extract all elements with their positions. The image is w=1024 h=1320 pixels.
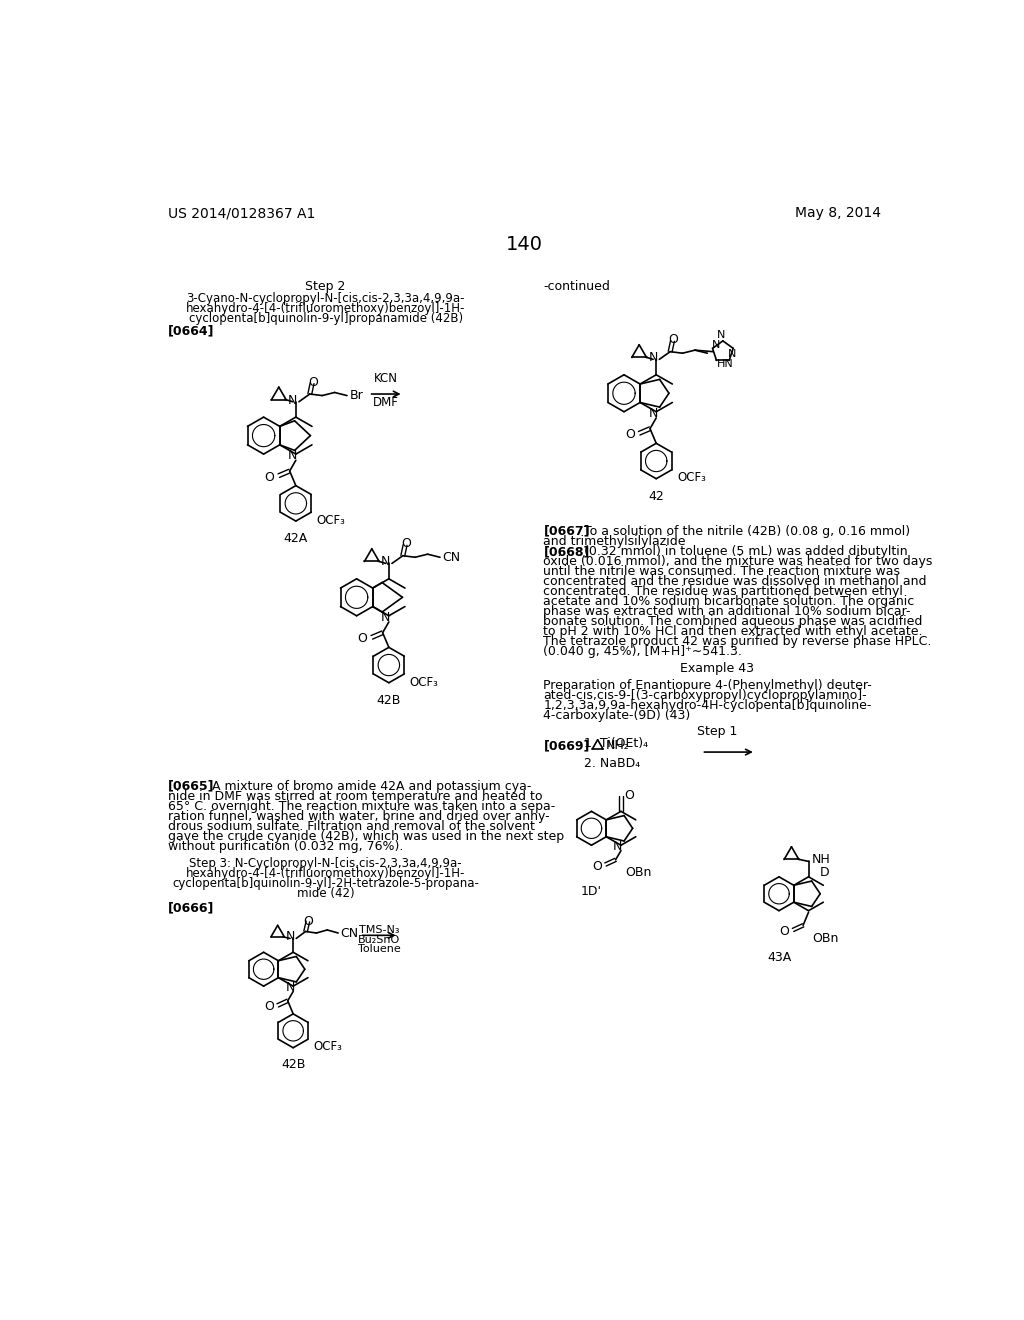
Text: NH₂: NH₂ bbox=[605, 739, 629, 752]
Text: Toluene: Toluene bbox=[357, 944, 400, 954]
Text: The tetrazole product 42 was purified by reverse phase HPLC.: The tetrazole product 42 was purified by… bbox=[544, 635, 932, 648]
Text: phase was extracted with an additional 10% sodium bicar-: phase was extracted with an additional 1… bbox=[544, 605, 911, 618]
Text: 42B: 42B bbox=[281, 1057, 305, 1071]
Text: gave the crude cyanide (42B), which was used in the next step: gave the crude cyanide (42B), which was … bbox=[168, 830, 564, 843]
Text: -continued: -continued bbox=[544, 280, 610, 293]
Text: O: O bbox=[308, 376, 317, 388]
Text: 42: 42 bbox=[648, 490, 665, 503]
Text: (0.040 g, 45%), [M+H]⁺∼541.3.: (0.040 g, 45%), [M+H]⁺∼541.3. bbox=[544, 645, 742, 659]
Text: OBn: OBn bbox=[625, 866, 651, 879]
Text: Step 3: N-Cyclopropyl-N-[cis,cis-2,3,3a,4,9,9a-: Step 3: N-Cyclopropyl-N-[cis,cis-2,3,3a,… bbox=[189, 857, 462, 870]
Text: Step 1: Step 1 bbox=[696, 725, 737, 738]
Text: 1D': 1D' bbox=[581, 886, 602, 899]
Text: O: O bbox=[779, 925, 790, 939]
Text: OCF₃: OCF₃ bbox=[410, 676, 438, 689]
Text: US 2014/0128367 A1: US 2014/0128367 A1 bbox=[168, 206, 315, 220]
Text: N: N bbox=[648, 351, 657, 364]
Text: oxide (0.016 mmol), and the mixture was heated for two days: oxide (0.016 mmol), and the mixture was … bbox=[544, 554, 933, 568]
Text: Example 43: Example 43 bbox=[680, 663, 754, 675]
Text: [0669]: [0669] bbox=[544, 739, 590, 752]
Text: OCF₃: OCF₃ bbox=[313, 1040, 342, 1053]
Text: TMS-N₃: TMS-N₃ bbox=[359, 925, 399, 936]
Text: O: O bbox=[592, 859, 602, 873]
Text: Step 2: Step 2 bbox=[305, 280, 346, 293]
Text: OCF₃: OCF₃ bbox=[316, 513, 346, 527]
Text: 65° C. overnight. The reaction mixture was taken into a sepa-: 65° C. overnight. The reaction mixture w… bbox=[168, 800, 556, 813]
Text: 3-Cyano-N-cyclopropyl-N-[cis,cis-2,3,3a,4,9,9a-: 3-Cyano-N-cyclopropyl-N-[cis,cis-2,3,3a,… bbox=[186, 293, 465, 305]
Text: ration funnel, washed with water, brine and dried over anhy-: ration funnel, washed with water, brine … bbox=[168, 810, 550, 822]
Text: acetate and 10% sodium bicarbonate solution. The organic: acetate and 10% sodium bicarbonate solut… bbox=[544, 595, 914, 609]
Text: (0.32 mmol) in toluene (5 mL) was added dibutyltin: (0.32 mmol) in toluene (5 mL) was added … bbox=[585, 545, 908, 558]
Text: 2. NaBD₄: 2. NaBD₄ bbox=[585, 756, 641, 770]
Text: O: O bbox=[304, 915, 313, 928]
Text: 140: 140 bbox=[506, 235, 544, 255]
Text: 1,2,3,3a,9,9a-hexahydro-4H-cyclopenta[b]quinoline-: 1,2,3,3a,9,9a-hexahydro-4H-cyclopenta[b]… bbox=[544, 700, 871, 711]
Text: nide in DMF was stirred at room temperature and heated to: nide in DMF was stirred at room temperat… bbox=[168, 789, 543, 803]
Text: N: N bbox=[288, 393, 297, 407]
Text: 1. Ti(OEt)₄: 1. Ti(OEt)₄ bbox=[585, 737, 648, 750]
Text: O: O bbox=[625, 428, 635, 441]
Text: until the nitrile was consumed. The reaction mixture was: until the nitrile was consumed. The reac… bbox=[544, 565, 900, 578]
Text: May 8, 2014: May 8, 2014 bbox=[796, 206, 882, 220]
Text: N: N bbox=[286, 931, 295, 944]
Text: O: O bbox=[624, 789, 634, 803]
Text: OCF₃: OCF₃ bbox=[677, 471, 706, 484]
Text: N: N bbox=[648, 407, 657, 420]
Text: 42A: 42A bbox=[284, 532, 308, 545]
Text: and trimethylsilylazide: and trimethylsilylazide bbox=[544, 535, 686, 548]
Text: 43A: 43A bbox=[767, 950, 792, 964]
Text: HN: HN bbox=[717, 359, 734, 370]
Text: without purification (0.032 mg, 76%).: without purification (0.032 mg, 76%). bbox=[168, 840, 403, 853]
Text: 42B: 42B bbox=[377, 693, 401, 706]
Text: CN: CN bbox=[442, 550, 461, 564]
Text: mide (42): mide (42) bbox=[297, 887, 354, 900]
Text: KCN: KCN bbox=[374, 372, 398, 385]
Text: N: N bbox=[727, 350, 736, 359]
Text: [0667]: [0667] bbox=[544, 525, 590, 539]
Text: Br: Br bbox=[349, 389, 364, 403]
Text: N: N bbox=[288, 449, 297, 462]
Text: NH: NH bbox=[812, 853, 830, 866]
Text: bonate solution. The combined aqueous phase was acidified: bonate solution. The combined aqueous ph… bbox=[544, 615, 923, 628]
Text: D: D bbox=[820, 866, 829, 879]
Text: Preparation of Enantiopure 4-(Phenylmethyl) deuter-: Preparation of Enantiopure 4-(Phenylmeth… bbox=[544, 678, 872, 692]
Text: cyclopenta[b]quinolin-9-yl]-2H-tetrazole-5-propana-: cyclopenta[b]quinolin-9-yl]-2H-tetrazole… bbox=[172, 876, 479, 890]
Text: [0665]: [0665] bbox=[168, 780, 215, 793]
Text: 4-carboxylate-(9D) (43): 4-carboxylate-(9D) (43) bbox=[544, 709, 690, 722]
Text: concentrated and the residue was dissolved in methanol and: concentrated and the residue was dissolv… bbox=[544, 576, 927, 587]
Text: CN: CN bbox=[340, 927, 358, 940]
Text: hexahydro-4-[4-(trifluoromethoxy)benzoyl]-1H-: hexahydro-4-[4-(trifluoromethoxy)benzoyl… bbox=[186, 302, 465, 315]
Text: drous sodium sulfate. Filtration and removal of the solvent: drous sodium sulfate. Filtration and rem… bbox=[168, 820, 536, 833]
Text: N: N bbox=[286, 981, 295, 994]
Text: N: N bbox=[381, 611, 390, 624]
Text: N: N bbox=[712, 341, 720, 350]
Text: O: O bbox=[401, 537, 411, 550]
Text: O: O bbox=[357, 632, 368, 645]
Text: [0664]: [0664] bbox=[168, 323, 215, 337]
Text: concentrated. The residue was partitioned between ethyl: concentrated. The residue was partitione… bbox=[544, 585, 903, 598]
Text: A mixture of bromo amide 42A and potassium cya-: A mixture of bromo amide 42A and potassi… bbox=[212, 780, 531, 793]
Text: OBn: OBn bbox=[812, 932, 839, 945]
Text: O: O bbox=[264, 471, 274, 483]
Text: cyclopenta[b]quinolin-9-yl]propanamide (42B): cyclopenta[b]quinolin-9-yl]propanamide (… bbox=[188, 313, 463, 326]
Text: [0666]: [0666] bbox=[168, 902, 215, 915]
Text: hexahydro-4-[4-(trifluoromethoxy)benzoyl]-1H-: hexahydro-4-[4-(trifluoromethoxy)benzoyl… bbox=[186, 867, 465, 880]
Text: Bu₂SnO: Bu₂SnO bbox=[358, 936, 400, 945]
Text: DMF: DMF bbox=[373, 396, 399, 409]
Text: To a solution of the nitrile (42B) (0.08 g, 0.16 mmol): To a solution of the nitrile (42B) (0.08… bbox=[585, 525, 910, 539]
Text: to pH 2 with 10% HCl and then extracted with ethyl acetate.: to pH 2 with 10% HCl and then extracted … bbox=[544, 626, 923, 638]
Text: N: N bbox=[613, 841, 623, 853]
Text: O: O bbox=[669, 333, 678, 346]
Text: O: O bbox=[264, 1001, 274, 1014]
Text: N: N bbox=[381, 556, 390, 569]
Text: ated-cis,cis-9-[(3-carboxypropyl)cyclopropylamino]-: ated-cis,cis-9-[(3-carboxypropyl)cyclopr… bbox=[544, 689, 867, 702]
Text: [0668]: [0668] bbox=[544, 545, 590, 558]
Text: N: N bbox=[717, 330, 725, 339]
